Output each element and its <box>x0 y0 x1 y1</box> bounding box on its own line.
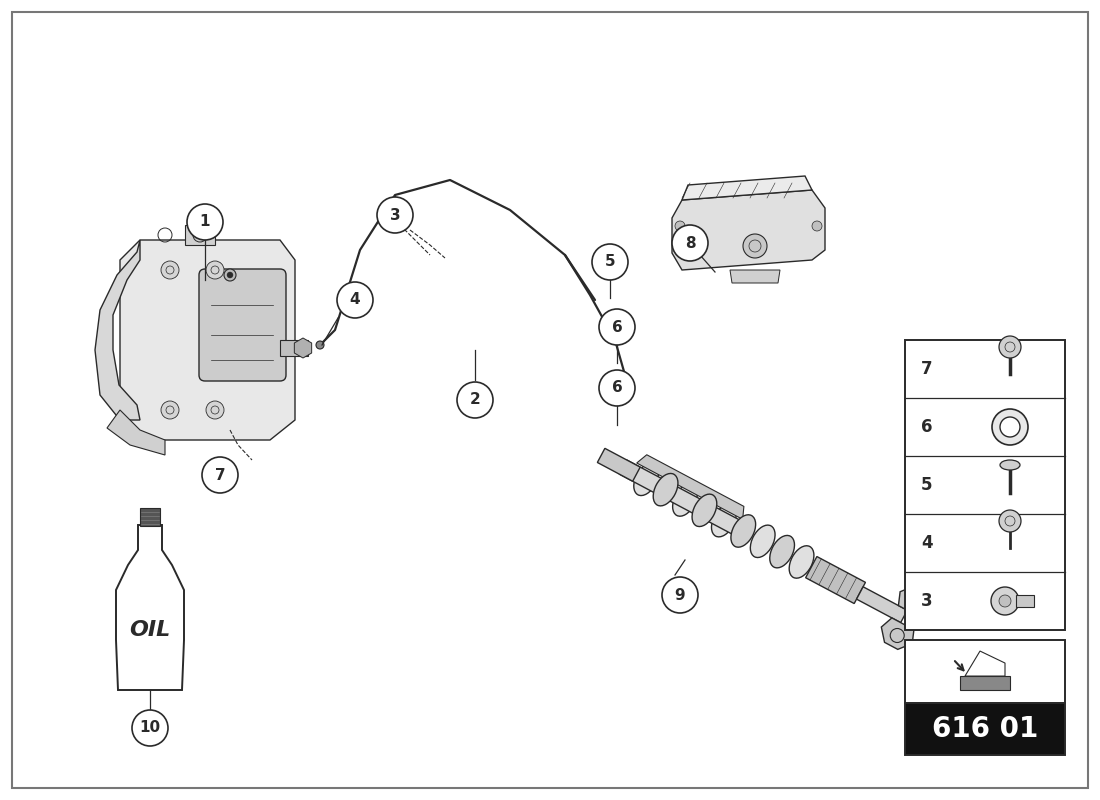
Text: 3: 3 <box>389 207 400 222</box>
Circle shape <box>187 204 223 240</box>
Polygon shape <box>295 338 311 358</box>
Circle shape <box>600 370 635 406</box>
Ellipse shape <box>672 484 697 516</box>
Circle shape <box>812 221 822 231</box>
Polygon shape <box>597 448 640 482</box>
Circle shape <box>600 309 635 345</box>
Circle shape <box>202 457 238 493</box>
Circle shape <box>662 577 698 613</box>
Bar <box>905 640 1065 703</box>
Text: OIL: OIL <box>130 620 170 640</box>
Bar <box>905 703 1065 755</box>
Ellipse shape <box>770 535 794 568</box>
Ellipse shape <box>1000 460 1020 470</box>
Text: 6: 6 <box>612 319 623 334</box>
Ellipse shape <box>730 514 756 547</box>
Ellipse shape <box>692 494 717 526</box>
Text: 4: 4 <box>921 534 933 552</box>
Bar <box>280 340 308 356</box>
Polygon shape <box>730 270 780 283</box>
Circle shape <box>991 587 1019 615</box>
Circle shape <box>337 282 373 318</box>
Bar <box>960 676 1010 690</box>
Circle shape <box>675 221 685 231</box>
Text: 5: 5 <box>605 254 615 270</box>
Bar <box>185 225 214 245</box>
Ellipse shape <box>789 546 814 578</box>
Polygon shape <box>899 586 931 618</box>
Text: 9: 9 <box>674 587 685 602</box>
Circle shape <box>1000 417 1020 437</box>
Polygon shape <box>857 586 907 622</box>
Bar <box>1016 595 1034 607</box>
Text: 6: 6 <box>922 418 933 436</box>
Ellipse shape <box>712 505 736 537</box>
Circle shape <box>161 401 179 419</box>
Text: 10: 10 <box>140 721 161 735</box>
Polygon shape <box>881 618 914 650</box>
Polygon shape <box>107 410 165 455</box>
Circle shape <box>206 401 224 419</box>
Circle shape <box>999 510 1021 532</box>
FancyBboxPatch shape <box>199 269 286 381</box>
Text: 6: 6 <box>612 381 623 395</box>
Circle shape <box>377 197 412 233</box>
Text: 7: 7 <box>214 467 225 482</box>
Polygon shape <box>965 651 1005 676</box>
Circle shape <box>227 272 233 278</box>
Polygon shape <box>116 525 184 690</box>
Polygon shape <box>619 460 751 540</box>
Text: 616 01: 616 01 <box>932 715 1038 743</box>
Circle shape <box>161 261 179 279</box>
Circle shape <box>592 244 628 280</box>
Text: 7: 7 <box>921 360 933 378</box>
Circle shape <box>316 341 324 349</box>
Polygon shape <box>672 190 825 270</box>
Circle shape <box>999 595 1011 607</box>
Ellipse shape <box>750 525 776 558</box>
Bar <box>905 340 1065 630</box>
Text: 5: 5 <box>922 476 933 494</box>
Text: 1: 1 <box>200 214 210 230</box>
Polygon shape <box>95 240 140 420</box>
Text: 8: 8 <box>684 235 695 250</box>
Text: 3: 3 <box>921 592 933 610</box>
Polygon shape <box>637 454 744 519</box>
Circle shape <box>224 269 236 281</box>
Polygon shape <box>805 557 866 603</box>
Text: 2: 2 <box>470 393 481 407</box>
Text: 4: 4 <box>350 293 361 307</box>
Circle shape <box>992 409 1028 445</box>
Ellipse shape <box>653 474 678 506</box>
Circle shape <box>206 261 224 279</box>
Circle shape <box>456 382 493 418</box>
Circle shape <box>742 234 767 258</box>
Circle shape <box>672 225 708 261</box>
Bar <box>140 508 159 526</box>
Polygon shape <box>682 176 812 200</box>
Circle shape <box>132 710 168 746</box>
Circle shape <box>999 336 1021 358</box>
Ellipse shape <box>634 463 659 495</box>
Polygon shape <box>120 240 295 440</box>
